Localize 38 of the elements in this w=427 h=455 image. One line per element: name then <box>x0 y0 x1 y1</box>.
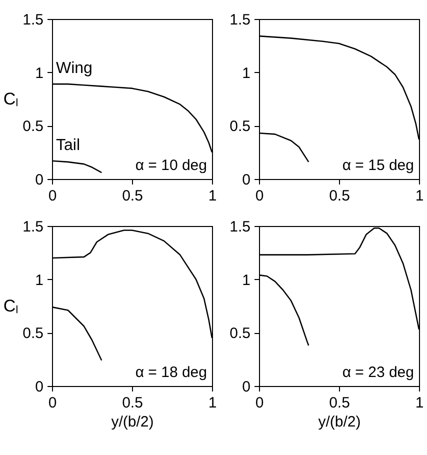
y-tick-label: 1 <box>242 64 250 82</box>
x-axis-title: y/(b/2) <box>318 414 361 430</box>
x-tick-label: 0.5 <box>122 394 143 412</box>
y-tick-label: 0.5 <box>230 325 250 342</box>
x-tick-label: 1 <box>415 394 424 412</box>
x-tick-label: 0 <box>255 188 264 204</box>
y-axis-title: Cₗ <box>3 90 19 108</box>
y-tick-label: 1 <box>35 64 44 82</box>
x-tick-label: 1 <box>208 394 217 412</box>
x-tick-label: 0.5 <box>329 394 350 412</box>
y-tick-label: 0 <box>35 172 44 188</box>
y-tick-label: 0.5 <box>22 325 44 342</box>
y-tick-label: 1.5 <box>22 218 44 236</box>
x-tick-label: 1 <box>208 188 217 204</box>
y-tick-label: 0.5 <box>22 118 44 136</box>
series-label: Wing <box>56 60 92 78</box>
annotation: α = 18 deg <box>135 364 207 381</box>
y-tick-label: 0 <box>35 378 44 396</box>
x-tick-label: 0 <box>48 188 57 204</box>
y-tick-label: 0 <box>242 172 250 188</box>
y-tick-label: 1 <box>242 272 250 289</box>
x-tick-label: 0.5 <box>122 188 143 204</box>
y-tick-label: 1 <box>35 272 44 289</box>
x-tick-label: 0.5 <box>329 188 350 204</box>
y-tick-label: 0 <box>242 378 250 396</box>
x-axis-title: y/(b/2) <box>111 414 154 430</box>
y-tick-label: 1.5 <box>230 12 250 28</box>
annotation: α = 10 deg <box>135 157 207 174</box>
y-axis-title: Cₗ <box>3 296 19 316</box>
annotation: α = 23 deg <box>342 364 414 381</box>
y-tick-label: 1.5 <box>22 12 44 28</box>
series-label: Tail <box>56 136 80 154</box>
x-tick-label: 1 <box>415 188 424 204</box>
y-tick-label: 0.5 <box>230 118 250 136</box>
y-tick-label: 1.5 <box>230 218 250 236</box>
annotation: α = 15 deg <box>342 157 414 174</box>
x-tick-label: 0 <box>255 394 264 412</box>
x-tick-label: 0 <box>48 394 57 412</box>
